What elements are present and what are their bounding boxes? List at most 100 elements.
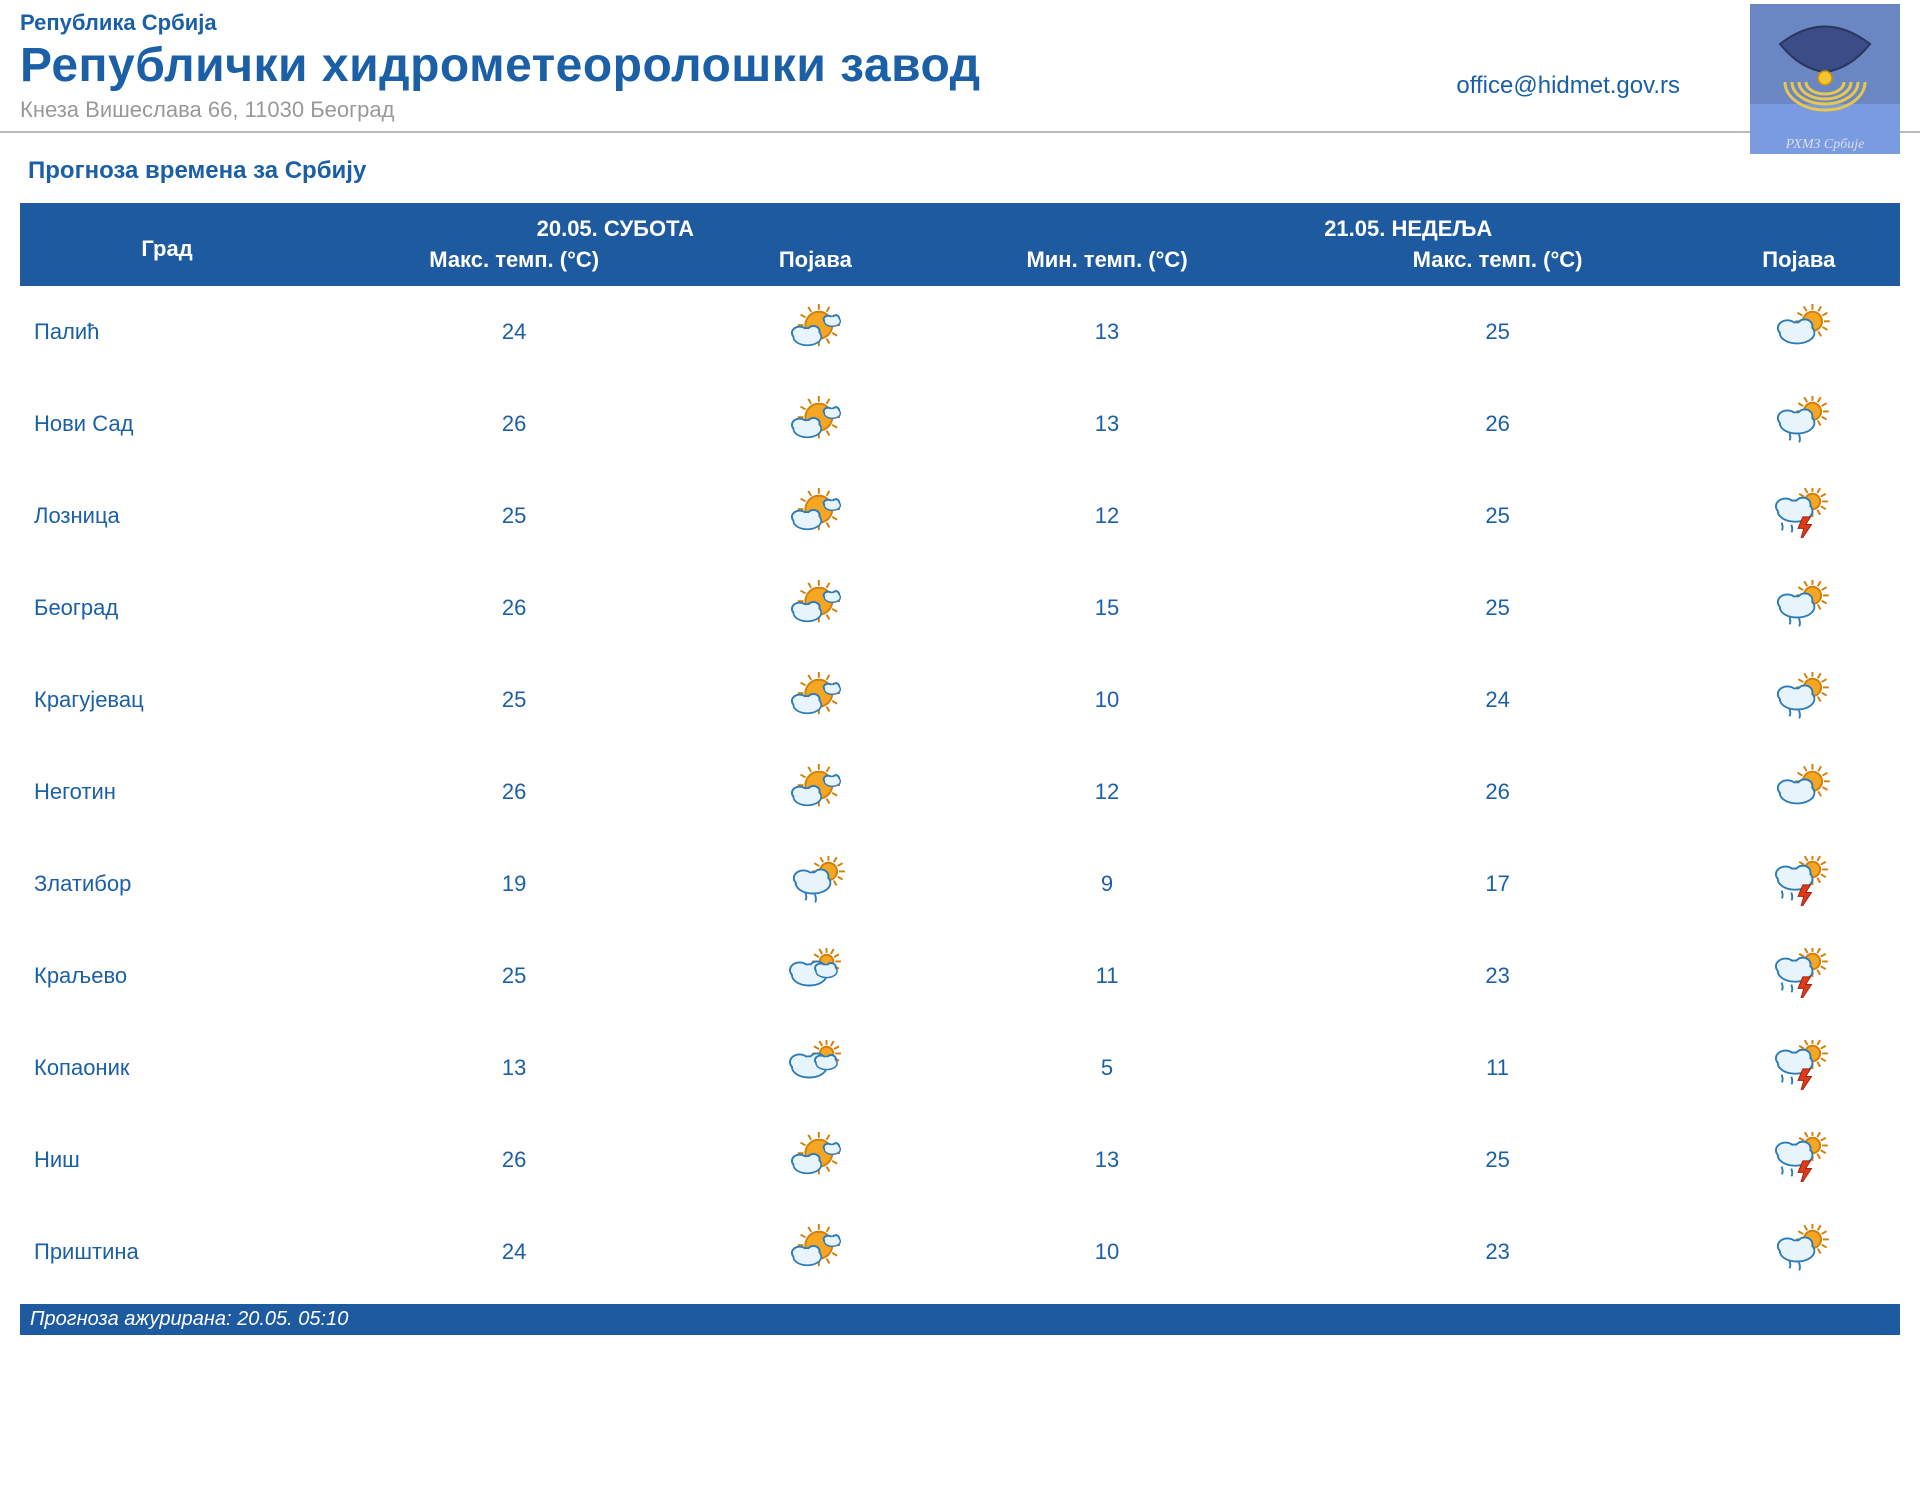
day2-max-cell: 23 <box>1298 930 1698 1022</box>
weather-thunderstorm-icon <box>1763 856 1835 906</box>
day2-min-cell: 12 <box>917 470 1298 562</box>
day1-phenom-cell <box>714 930 916 1022</box>
day1-max-cell: 24 <box>314 286 714 378</box>
day2-max-cell: 25 <box>1298 562 1698 654</box>
weather-sunny-few-clouds-icon <box>779 488 851 538</box>
day2-phenom-cell <box>1698 1206 1900 1298</box>
table-row: Палић24 1325 <box>20 286 1900 378</box>
day2-min-cell: 13 <box>917 1114 1298 1206</box>
contact-email-link[interactable]: office@hidmet.gov.rs <box>1456 72 1680 100</box>
day2-max-cell: 25 <box>1298 286 1698 378</box>
weather-thunderstorm-icon <box>1763 1040 1835 1090</box>
day2-phenom-cell <box>1698 838 1900 930</box>
weather-partly-cloudy-rain-icon <box>1763 1224 1835 1274</box>
col-day1-max-header: Макс. темп. (°C) <box>314 246 714 287</box>
day1-max-cell: 26 <box>314 1114 714 1206</box>
weather-thunderstorm-icon <box>1763 948 1835 998</box>
weather-partly-cloudy-rain-icon <box>1763 396 1835 446</box>
day1-max-cell: 13 <box>314 1022 714 1114</box>
day1-phenom-cell <box>714 838 916 930</box>
weather-partly-cloudy-icon <box>1763 304 1835 354</box>
day1-phenom-cell <box>714 470 916 562</box>
weather-mostly-cloudy-sun-icon <box>779 948 851 998</box>
day1-max-cell: 26 <box>314 562 714 654</box>
table-row: Нови Сад26 1326 <box>20 378 1900 470</box>
page: Република Србија Републички хидрометеоро… <box>0 0 1920 1335</box>
day2-min-cell: 9 <box>917 838 1298 930</box>
day2-phenom-cell <box>1698 1114 1900 1206</box>
weather-partly-cloudy-rain-icon <box>1763 580 1835 630</box>
weather-partly-cloudy-icon <box>1763 764 1835 814</box>
col-city-header: Град <box>20 203 314 286</box>
table-row: Копаоник13 511 <box>20 1022 1900 1114</box>
day1-max-cell: 26 <box>314 378 714 470</box>
day2-phenom-cell <box>1698 286 1900 378</box>
weather-sunny-few-clouds-icon <box>779 580 851 630</box>
day1-phenom-cell <box>714 562 916 654</box>
day1-phenom-cell <box>714 1114 916 1206</box>
weather-sunny-few-clouds-icon <box>779 1132 851 1182</box>
city-cell: Нови Сад <box>20 378 314 470</box>
country-name: Република Србија <box>20 10 1900 36</box>
svg-text:РХМЗ Србије: РХМЗ Србије <box>1785 137 1865 152</box>
city-cell: Копаоник <box>20 1022 314 1114</box>
site-header: Република Србија Републички хидрометеоро… <box>0 0 1920 133</box>
day2-phenom-cell <box>1698 930 1900 1022</box>
weather-sunny-few-clouds-icon <box>779 764 851 814</box>
day2-phenom-cell <box>1698 746 1900 838</box>
city-cell: Приштина <box>20 1206 314 1298</box>
day2-phenom-cell <box>1698 378 1900 470</box>
weather-partly-cloudy-rain-icon <box>1763 672 1835 722</box>
table-row: Крагујевац25 1024 <box>20 654 1900 746</box>
col-day2-max-header: Макс. темп. (°C) <box>1298 246 1698 287</box>
day2-max-cell: 26 <box>1298 746 1698 838</box>
city-cell: Београд <box>20 562 314 654</box>
weather-sunny-few-clouds-icon <box>779 672 851 722</box>
day2-phenom-cell <box>1698 562 1900 654</box>
day2-max-cell: 17 <box>1298 838 1698 930</box>
forecast-table-body: Палић24 1325 Нови Сад26 <box>20 286 1900 1298</box>
organization-address: Кнеза Вишеслава 66, 11030 Београд <box>20 97 1900 123</box>
day2-phenom-cell <box>1698 470 1900 562</box>
day1-max-cell: 25 <box>314 654 714 746</box>
city-cell: Палић <box>20 286 314 378</box>
weather-thunderstorm-icon <box>1763 1132 1835 1182</box>
city-cell: Неготин <box>20 746 314 838</box>
table-row: Златибор19 917 <box>20 838 1900 930</box>
day2-phenom-cell <box>1698 654 1900 746</box>
table-row: Неготин26 1226 <box>20 746 1900 838</box>
day2-max-cell: 23 <box>1298 1206 1698 1298</box>
weather-sunny-few-clouds-icon <box>779 1224 851 1274</box>
col-day1-header: 20.05. СУБОТА <box>314 203 916 246</box>
day2-min-cell: 11 <box>917 930 1298 1022</box>
weather-thunderstorm-icon <box>1763 488 1835 538</box>
table-row: Београд26 1525 <box>20 562 1900 654</box>
day2-max-cell: 24 <box>1298 654 1698 746</box>
weather-mostly-cloudy-sun-icon <box>779 1040 851 1090</box>
day1-max-cell: 25 <box>314 470 714 562</box>
day2-min-cell: 12 <box>917 746 1298 838</box>
day2-max-cell: 26 <box>1298 378 1698 470</box>
col-day2-header: 21.05. НЕДЕЉА <box>917 203 1900 246</box>
day1-phenom-cell <box>714 654 916 746</box>
table-row: Лозница25 1225 <box>20 470 1900 562</box>
day1-phenom-cell <box>714 1022 916 1114</box>
day2-max-cell: 25 <box>1298 470 1698 562</box>
table-row: Ниш26 1325 <box>20 1114 1900 1206</box>
day1-phenom-cell <box>714 378 916 470</box>
day1-phenom-cell <box>714 286 916 378</box>
forecast-table: Град 20.05. СУБОТА 21.05. НЕДЕЉА Макс. т… <box>20 203 1900 1298</box>
day2-min-cell: 10 <box>917 1206 1298 1298</box>
day2-min-cell: 10 <box>917 654 1298 746</box>
day1-max-cell: 26 <box>314 746 714 838</box>
city-cell: Лозница <box>20 470 314 562</box>
forecast-updated-footer: Прогноза ажурирана: 20.05. 05:10 <box>20 1304 1900 1335</box>
city-cell: Крагујевац <box>20 654 314 746</box>
table-row: Приштина24 1023 <box>20 1206 1900 1298</box>
city-cell: Ниш <box>20 1114 314 1206</box>
weather-sunny-few-clouds-icon <box>779 396 851 446</box>
day2-max-cell: 11 <box>1298 1022 1698 1114</box>
col-day1-phenom-header: Појава <box>714 246 916 287</box>
day1-max-cell: 25 <box>314 930 714 1022</box>
weather-partly-cloudy-rain-icon <box>779 856 851 906</box>
